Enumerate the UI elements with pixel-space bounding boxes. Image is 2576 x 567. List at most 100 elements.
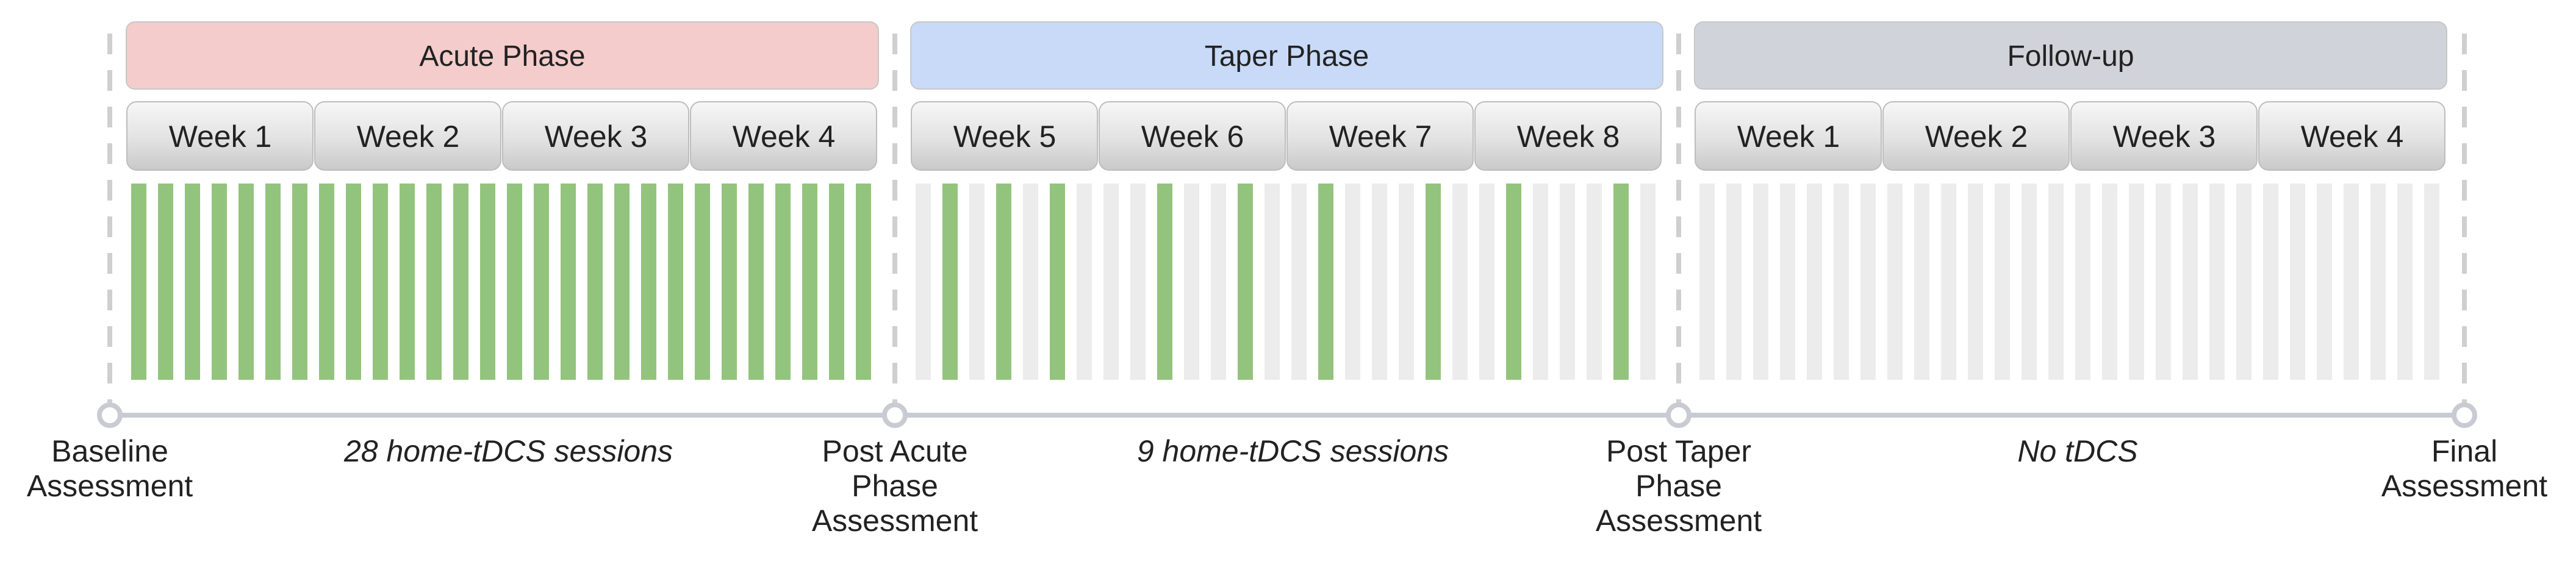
week-label: Week 1: [1737, 119, 1840, 154]
session-bar-active: [373, 184, 388, 380]
session-bar-active: [587, 184, 603, 380]
session-bar-active: [346, 184, 361, 380]
session-bar-inactive: [1452, 184, 1468, 380]
assessment-label-line: Final: [2431, 434, 2497, 468]
session-bar-active: [158, 184, 173, 380]
session-bar-active: [212, 184, 227, 380]
week-box: [911, 101, 1098, 171]
week-label: Week 4: [733, 119, 836, 154]
session-bar-active: [996, 184, 1011, 380]
week-box: [2258, 101, 2445, 171]
session-bar-active: [856, 184, 871, 380]
session-bar-active: [426, 184, 442, 380]
assessment-label-line: Assessment: [812, 504, 978, 538]
session-bar-active: [1157, 184, 1172, 380]
session-bar-inactive: [1587, 184, 1602, 380]
phase-sessions-label: 9 home-tDCS sessions: [1137, 434, 1449, 468]
session-bar-inactive: [1560, 184, 1575, 380]
session-bar-active: [265, 184, 281, 380]
session-bar-active: [131, 184, 146, 380]
session-bar-inactive: [1726, 184, 1742, 380]
phase-header-box: [126, 21, 879, 90]
session-bar-active: [641, 184, 656, 380]
week-label: Week 3: [2113, 119, 2216, 154]
week-label: Week 3: [545, 119, 648, 154]
session-bar-inactive: [2424, 184, 2439, 380]
session-bar-active: [695, 184, 710, 380]
session-bar-inactive: [1023, 184, 1038, 380]
assessment-label: Post Acute Phase Assessment: [812, 434, 978, 538]
week-label: Week 6: [1141, 119, 1244, 154]
assessment-label: Final Assessment: [2381, 434, 2547, 503]
week-label: Week 7: [1329, 119, 1432, 154]
session-bar-inactive: [1753, 184, 1768, 380]
session-bar-inactive: [2370, 184, 2386, 380]
phase-taper-phase: Taper Phase Week 5 Week 6 Week 7 Week 8 9 hom…: [910, 21, 1663, 468]
session-bar-inactive: [2344, 184, 2359, 380]
session-bar-inactive: [1103, 184, 1119, 380]
phase-follow-up: Follow-up Week 1 Week 2 Week 3 Week 4 No tDCS: [1694, 21, 2447, 468]
session-bar-active: [507, 184, 522, 380]
week-box: [502, 101, 689, 171]
week-label: Week 4: [2301, 119, 2404, 154]
session-bar-active: [1506, 184, 1521, 380]
session-bar-inactive: [1479, 184, 1494, 380]
session-bar-active: [829, 184, 844, 380]
session-bar-inactive: [1130, 184, 1146, 380]
session-bar-inactive: [2290, 184, 2305, 380]
session-bar-active: [1238, 184, 1253, 380]
session-bar-active: [614, 184, 630, 380]
assessment-label: Baseline Assessment: [27, 434, 193, 503]
session-bar-inactive: [1914, 184, 1929, 380]
session-bar-active: [1613, 184, 1629, 380]
session-bar-active: [775, 184, 791, 380]
session-bar-active: [319, 184, 334, 380]
session-bar-inactive: [1699, 184, 1715, 380]
assessment-label-line: Phase: [1635, 469, 1722, 503]
session-bar-inactive: [969, 184, 985, 380]
session-bar-inactive: [1968, 184, 1983, 380]
week-box: [1099, 101, 1286, 171]
assessment-node: [2452, 402, 2477, 428]
session-bar-active: [239, 184, 254, 380]
week-box: [126, 101, 314, 171]
session-bar-inactive: [1077, 184, 1092, 380]
session-bar-active: [292, 184, 307, 380]
session-bar-active: [534, 184, 549, 380]
assessment-label-line: Assessment: [2381, 469, 2547, 503]
session-bar-inactive: [2263, 184, 2278, 380]
session-bar-active: [453, 184, 468, 380]
week-label: Week 8: [1517, 119, 1620, 154]
session-bar-active: [561, 184, 576, 380]
assessment-label-line: Assessment: [27, 469, 193, 503]
week-box: [1882, 101, 2070, 171]
session-bar-inactive: [1372, 184, 1387, 380]
session-bar-inactive: [2129, 184, 2144, 380]
week-label: Week 2: [1925, 119, 2028, 154]
week-label: Week 2: [357, 119, 460, 154]
session-bar-inactive: [2236, 184, 2251, 380]
session-bar-active: [185, 184, 200, 380]
session-bar-inactive: [2317, 184, 2332, 380]
session-bar-inactive: [1995, 184, 2010, 380]
week-box: [1695, 101, 1882, 171]
phase-header-label: Acute Phase: [419, 40, 585, 73]
session-bar-active: [400, 184, 415, 380]
session-bar-active: [1426, 184, 1441, 380]
week-box: [314, 101, 501, 171]
session-bar-inactive: [2397, 184, 2413, 380]
session-bar-active: [722, 184, 737, 380]
session-bar-inactive: [2183, 184, 2198, 380]
assessment-label: Post Taper Phase Assessment: [1596, 434, 1762, 538]
session-bar-inactive: [2156, 184, 2171, 380]
session-bar-inactive: [2022, 184, 2037, 380]
session-bar-inactive: [1640, 184, 1656, 380]
assessment-label-line: Post Acute: [822, 434, 967, 468]
session-bar-inactive: [1291, 184, 1307, 380]
assessment-node: [97, 402, 123, 428]
week-box: [1474, 101, 1662, 171]
session-bar-active: [480, 184, 495, 380]
session-bar-inactive: [1807, 184, 1822, 380]
week-label: Week 1: [169, 119, 272, 154]
session-bar-inactive: [2209, 184, 2225, 380]
